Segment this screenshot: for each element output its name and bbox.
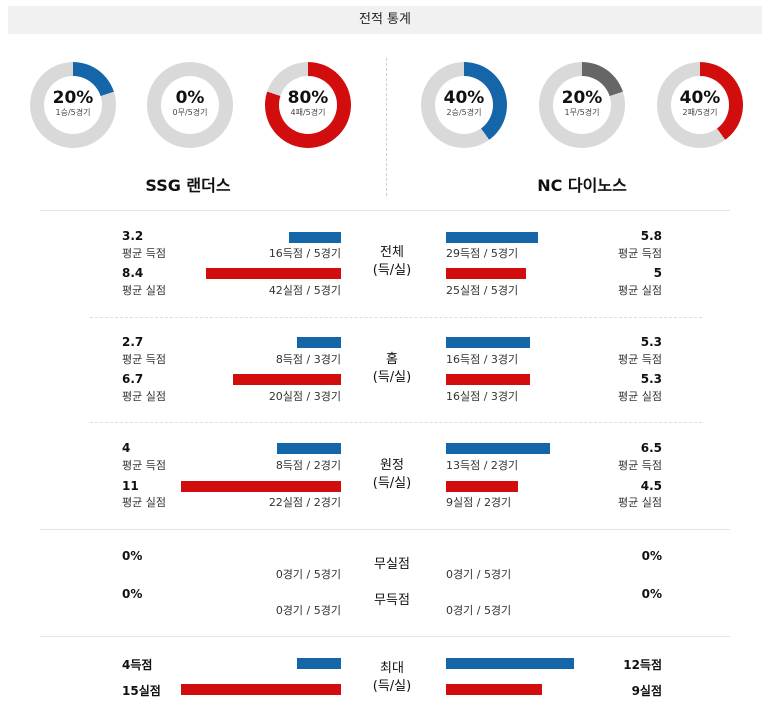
right-loss-donut: 40% 2패/5경기 [657, 62, 743, 148]
left-scored-label: 평균 득점 [122, 247, 166, 260]
left-win-donut: 20% 1승/5경기 [30, 62, 116, 148]
right-allowed-label: 평균 실점 [618, 496, 662, 509]
donut-pct: 20% [561, 88, 603, 108]
left-no-scored-pct: 0% [122, 587, 143, 601]
right-draw-donut: 20% 1무/5경기 [539, 62, 625, 148]
left-allowed-avg: 8.4 [122, 266, 144, 280]
right-scored-bar [446, 443, 550, 454]
section-label-total: 전체 (득/실) [372, 245, 412, 278]
section-label-away: 원정 (득/실) [372, 458, 412, 491]
left-max-allowed-bar [181, 684, 341, 695]
donut-sub: 1무/5경기 [564, 108, 600, 117]
left-draw-donut: 0% 0무/5경기 [147, 62, 233, 148]
right-scored-label: 평균 득점 [618, 353, 662, 366]
right-allowed-bar [446, 374, 530, 385]
right-scored-label: 평균 득점 [618, 459, 662, 472]
right-allowed-bar [446, 481, 518, 492]
right-scored-bar [446, 232, 538, 243]
left-scored-label: 평균 득점 [122, 459, 166, 472]
left-allowed-count: 42실점 / 5경기 [268, 284, 341, 297]
left-allowed-bar [206, 268, 341, 279]
left-scored-count: 8득점 / 3경기 [275, 353, 341, 366]
left-scored-label: 평균 득점 [122, 353, 166, 366]
divider [40, 529, 730, 530]
stats-title: 전적 통계 [359, 12, 411, 27]
left-scored-count: 16득점 / 5경기 [268, 247, 341, 260]
left-max-scored: 4득점 [122, 658, 153, 672]
right-team-name: NC 다이노스 [537, 176, 627, 195]
right-win-donut: 40% 2승/5경기 [421, 62, 507, 148]
right-allowed-count: 9실점 / 2경기 [446, 496, 512, 509]
right-allowed-avg: 5 [653, 266, 662, 280]
left-scored-avg: 2.7 [122, 335, 144, 349]
left-scored-bar [277, 443, 341, 454]
donut-pct: 40% [679, 88, 721, 108]
left-allowed-count: 20실점 / 3경기 [268, 390, 341, 403]
right-scored-count: 29득점 / 5경기 [446, 247, 519, 260]
left-scored-bar [297, 337, 341, 348]
left-max-scored-bar [297, 658, 341, 669]
left-allowed-avg: 6.7 [122, 372, 144, 386]
right-no-allowed-pct: 0% [641, 549, 662, 563]
right-no-allowed-count: 0경기 / 5경기 [446, 568, 512, 581]
left-loss-donut: 80% 4패/5경기 [265, 62, 351, 148]
donut-sub: 2패/5경기 [682, 108, 718, 117]
left-scored-bar [289, 232, 341, 243]
donut-sub: 1승/5경기 [55, 108, 91, 117]
left-team-name: SSG 랜더스 [145, 176, 231, 195]
right-allowed-bar [446, 268, 526, 279]
right-scored-label: 평균 득점 [618, 247, 662, 260]
right-max-allowed-bar [446, 684, 542, 695]
left-scored-avg: 4 [122, 441, 131, 455]
right-scored-avg: 5.3 [640, 335, 662, 349]
left-allowed-count: 22실점 / 2경기 [268, 496, 341, 509]
stats-title-bar: 전적 통계 [8, 6, 762, 34]
left-allowed-bar [181, 481, 341, 492]
right-no-scored-pct: 0% [641, 587, 662, 601]
left-no-allowed-pct: 0% [122, 549, 143, 563]
right-scored-avg: 6.5 [640, 441, 662, 455]
left-no-allowed-count: 0경기 / 5경기 [275, 568, 341, 581]
right-scored-avg: 5.8 [640, 229, 662, 243]
right-allowed-avg: 5.3 [640, 372, 662, 386]
donut-pct: 80% [287, 88, 329, 108]
team-divider [386, 58, 387, 196]
left-allowed-label: 평균 실점 [122, 390, 166, 403]
left-max-allowed: 15실점 [122, 684, 161, 698]
right-no-scored-count: 0경기 / 5경기 [446, 604, 512, 617]
donut-sub: 4패/5경기 [290, 108, 326, 117]
section-label-max: 최대 (득/실) [372, 661, 412, 694]
left-allowed-label: 평균 실점 [122, 284, 166, 297]
right-max-allowed: 9실점 [631, 684, 662, 698]
left-allowed-label: 평균 실점 [122, 496, 166, 509]
divider [40, 636, 730, 637]
right-scored-count: 16득점 / 3경기 [446, 353, 519, 366]
divider [90, 422, 702, 423]
section-label-home: 홈 (득/실) [372, 352, 412, 385]
section-label-shutout: 무실점 [374, 557, 410, 572]
left-scored-avg: 3.2 [122, 229, 144, 243]
right-allowed-avg: 4.5 [640, 479, 662, 493]
right-allowed-label: 평균 실점 [618, 390, 662, 403]
section-label-scoreless: 무득점 [374, 593, 410, 608]
right-max-scored: 12득점 [623, 658, 662, 672]
donut-sub: 2승/5경기 [446, 108, 482, 117]
left-allowed-avg: 11 [122, 479, 139, 493]
donut-pct: 20% [52, 88, 94, 108]
right-max-scored-bar [446, 658, 574, 669]
left-scored-count: 8득점 / 2경기 [275, 459, 341, 472]
divider [40, 210, 730, 211]
right-scored-count: 13득점 / 2경기 [446, 459, 519, 472]
donut-sub: 0무/5경기 [172, 108, 208, 117]
right-allowed-count: 16실점 / 3경기 [446, 390, 519, 403]
donut-pct: 0% [175, 88, 205, 108]
donut-pct: 40% [443, 88, 485, 108]
left-no-scored-count: 0경기 / 5경기 [275, 604, 341, 617]
right-allowed-count: 25실점 / 5경기 [446, 284, 519, 297]
right-scored-bar [446, 337, 530, 348]
divider [90, 317, 702, 318]
left-allowed-bar [233, 374, 341, 385]
right-allowed-label: 평균 실점 [618, 284, 662, 297]
